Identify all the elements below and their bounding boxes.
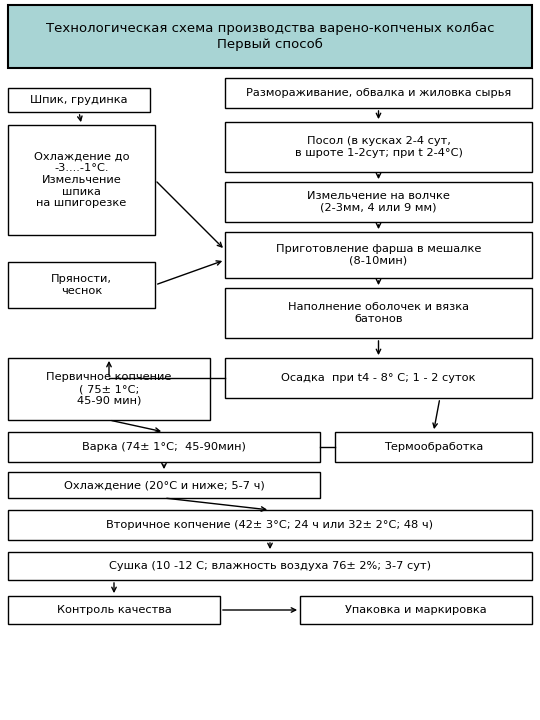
- Text: Вторичное копчение (42± 3°С; 24 ч или 32± 2°С; 48 ч): Вторичное копчение (42± 3°С; 24 ч или 32…: [106, 520, 434, 530]
- Text: Сушка (10 -12 С; влажность воздуха 76± 2%; 3-7 сут): Сушка (10 -12 С; влажность воздуха 76± 2…: [109, 561, 431, 571]
- Bar: [225, 232, 532, 278]
- Bar: [8, 596, 220, 624]
- Bar: [8, 262, 155, 308]
- Text: Варка (74± 1°С;  45-90мин): Варка (74± 1°С; 45-90мин): [82, 442, 246, 452]
- Text: Технологическая схема производства варено-копченых колбас
Первый способ: Технологическая схема производства варен…: [46, 22, 494, 50]
- Bar: [225, 288, 532, 338]
- Text: Пряности,
чеснок: Пряности, чеснок: [51, 274, 112, 296]
- Bar: [300, 596, 532, 624]
- Text: Упаковка и маркировка: Упаковка и маркировка: [345, 605, 487, 615]
- Bar: [8, 510, 532, 540]
- Bar: [225, 358, 532, 398]
- Text: Посол (в кусках 2-4 сут,
в шроте 1-2сут; при t 2-4°С): Посол (в кусках 2-4 сут, в шроте 1-2сут;…: [294, 136, 462, 158]
- Text: Термообработка: Термообработка: [384, 442, 483, 452]
- Bar: [225, 78, 532, 108]
- Bar: [8, 552, 532, 580]
- Bar: [8, 432, 320, 462]
- Text: Наполнение оболочек и вязка
батонов: Наполнение оболочек и вязка батонов: [288, 302, 469, 324]
- Bar: [8, 472, 320, 498]
- Text: Приготовление фарша в мешалке
(8-10мин): Приготовление фарша в мешалке (8-10мин): [276, 244, 481, 266]
- Bar: [8, 358, 210, 420]
- Text: Контроль качества: Контроль качества: [57, 605, 171, 615]
- Bar: [225, 182, 532, 222]
- Text: Охлаждение до
-3....-1°С.
Измельчение
шпика
на шпигорезке: Охлаждение до -3....-1°С. Измельчение шп…: [33, 152, 129, 208]
- Bar: [8, 88, 150, 112]
- Text: Размораживание, обвалка и жиловка сырья: Размораживание, обвалка и жиловка сырья: [246, 88, 511, 98]
- Text: Осадка  при t4 - 8° С; 1 - 2 суток: Осадка при t4 - 8° С; 1 - 2 суток: [281, 373, 476, 383]
- Bar: [8, 125, 155, 235]
- Bar: [8, 5, 532, 68]
- Text: Измельчение на волчке
(2-3мм, 4 или 9 мм): Измельчение на волчке (2-3мм, 4 или 9 мм…: [307, 192, 450, 213]
- Bar: [225, 122, 532, 172]
- Text: Охлаждение (20°С и ниже; 5-7 ч): Охлаждение (20°С и ниже; 5-7 ч): [64, 480, 265, 490]
- Text: Шпик, грудинка: Шпик, грудинка: [30, 95, 128, 105]
- Bar: [335, 432, 532, 462]
- Text: Первичное копчение
( 75± 1°С;
45-90 мин): Первичное копчение ( 75± 1°С; 45-90 мин): [46, 372, 172, 405]
